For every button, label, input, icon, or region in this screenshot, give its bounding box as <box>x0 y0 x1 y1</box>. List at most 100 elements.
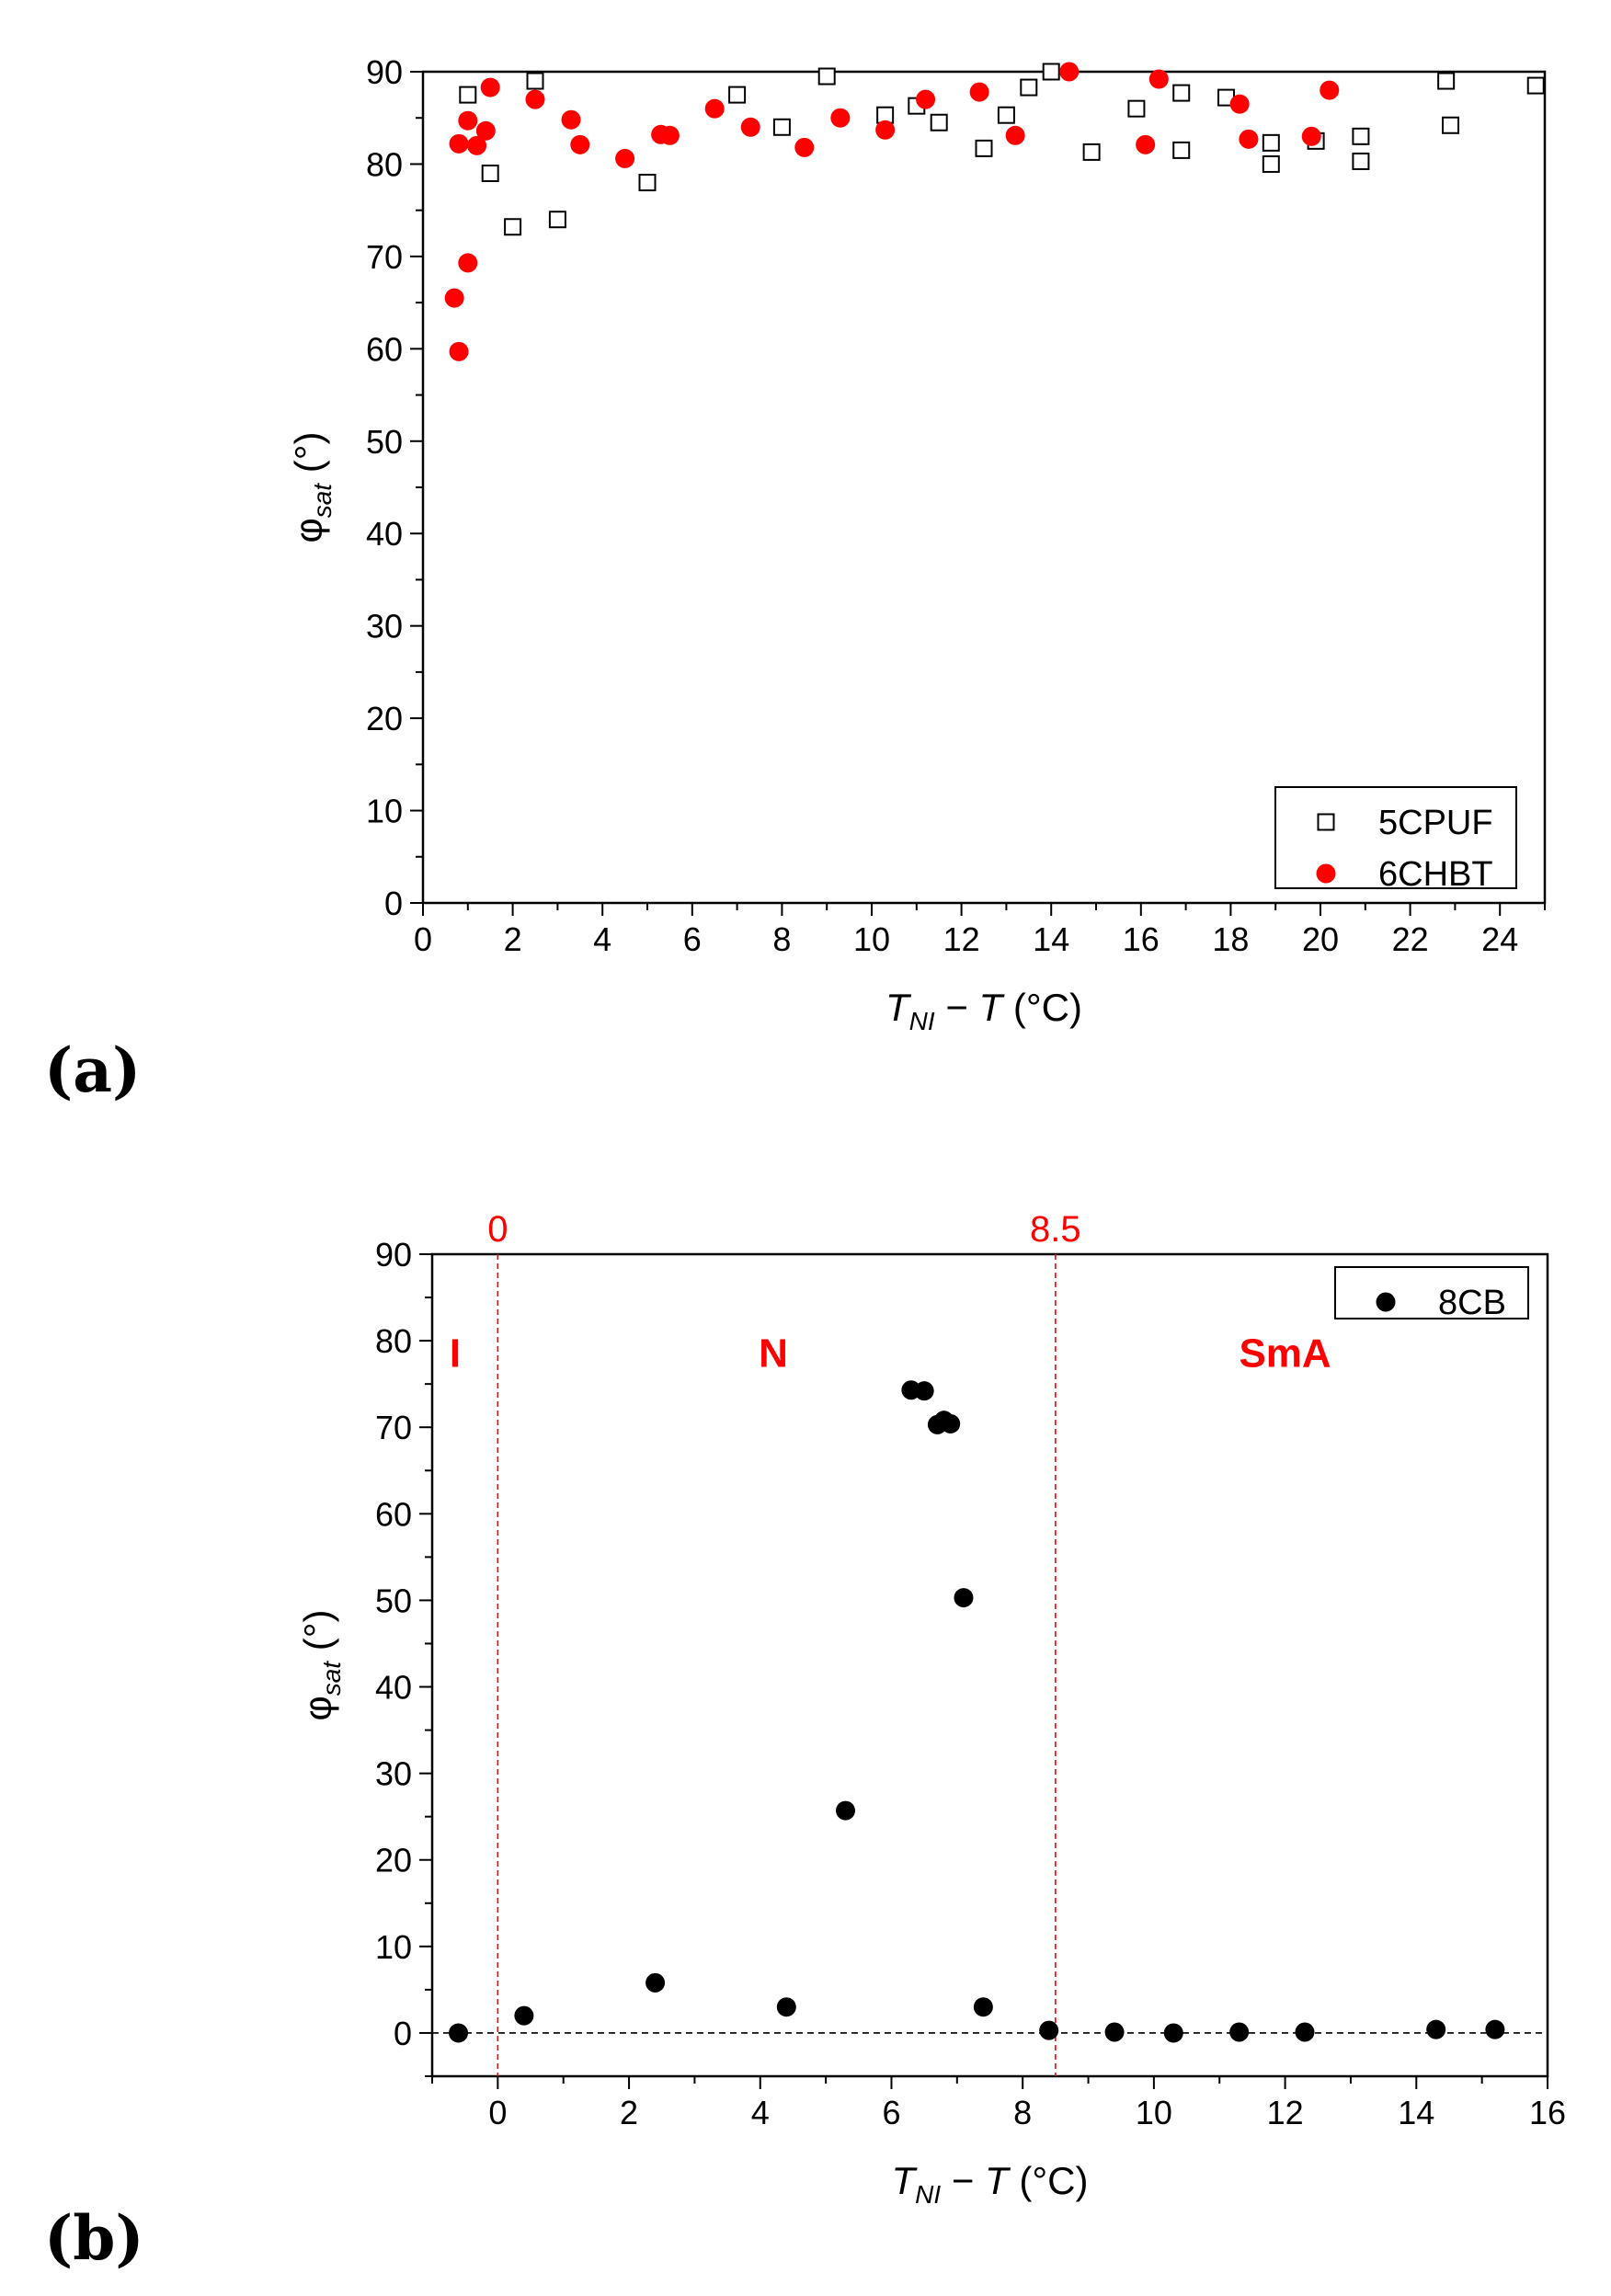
x-tick-label: 10 <box>1136 2094 1172 2131</box>
legend-marker <box>1317 813 1335 831</box>
data-point <box>1352 152 1370 170</box>
data-point <box>817 67 836 86</box>
y-tick-label: 60 <box>375 1495 412 1533</box>
plot-frame <box>430 1252 1549 2078</box>
data-point <box>997 106 1015 124</box>
chart-a: 0 2 4 6 8 10 12 14 16 18 20 22 240102030405060708090… <box>287 53 1547 1035</box>
x-axis-title: TNI − T (°C) <box>885 986 1082 1035</box>
panel-label-b: (b) <box>44 2202 144 2274</box>
data-point <box>1229 94 1250 114</box>
x-tick-label: 8 <box>772 920 791 958</box>
x-tick-label: 10 <box>853 920 890 958</box>
data-point <box>638 174 657 192</box>
x-tick-label: 24 <box>1481 920 1518 958</box>
y-tick-label: 80 <box>375 1322 412 1360</box>
x-tick-label: 2 <box>620 2094 638 2131</box>
data-point <box>1262 133 1280 152</box>
data-point <box>1426 2019 1446 2039</box>
chart-b: 0 2 4 6 8 10 12 14 16 0 10 20 30 40 50 60 70 80 90 TNI − T … <box>296 1209 1566 2209</box>
x-tick-label: 22 <box>1392 920 1429 958</box>
data-point <box>646 1972 666 1993</box>
data-point <box>1229 2022 1250 2042</box>
y-tick-label: 70 <box>375 1409 412 1446</box>
data-point <box>830 108 851 128</box>
data-point <box>481 164 499 182</box>
data-point <box>1442 116 1460 134</box>
data-point <box>916 89 936 109</box>
x-tick-label: 6 <box>882 2094 900 2131</box>
legend-label: 5CPUF <box>1378 804 1493 842</box>
x-tick-label: 2 <box>504 920 522 958</box>
y-tick-label: 50 <box>375 1582 412 1619</box>
y-tick-label: 40 <box>375 1669 412 1707</box>
data-point <box>467 135 487 155</box>
data-point <box>1136 134 1156 154</box>
data-point <box>740 117 760 137</box>
data-point <box>772 118 791 136</box>
y-tick-label: 70 <box>366 238 403 276</box>
data-point <box>1320 80 1340 100</box>
data-point <box>1059 62 1080 82</box>
data-point <box>973 1997 993 2017</box>
y-tick-label: 0 <box>394 2015 412 2052</box>
phase-label: I <box>450 1331 461 1376</box>
transition-label: 0 <box>487 1209 508 1250</box>
data-point <box>1172 84 1191 102</box>
data-point <box>449 2023 469 2043</box>
data-point <box>1485 2019 1505 2039</box>
x-tick-label: 12 <box>1267 2094 1304 2131</box>
data-point <box>514 2005 534 2026</box>
legend-label: 6CHBT <box>1378 855 1493 894</box>
data-point <box>1127 99 1146 118</box>
data-point <box>504 218 522 236</box>
data-point <box>480 77 500 97</box>
data-point <box>459 86 477 104</box>
data-point <box>570 134 590 154</box>
y-tick-label: 20 <box>366 700 403 737</box>
panel-label-a: (a) <box>44 1034 141 1106</box>
data-point <box>1295 2022 1315 2042</box>
data-point <box>444 288 464 308</box>
phase-label: N <box>759 1331 788 1376</box>
phase-label: SmA <box>1239 1331 1331 1376</box>
legend-box <box>1274 786 1517 889</box>
x-tick-label: 4 <box>593 920 611 958</box>
data-point <box>1239 129 1259 149</box>
y-tick-label: 20 <box>375 1842 412 1879</box>
y-tick-label: 40 <box>366 515 403 553</box>
plot-frame <box>421 70 1547 905</box>
data-point <box>458 110 478 131</box>
transition-label: 8.5 <box>1030 1209 1081 1250</box>
x-tick-label: 14 <box>1398 2094 1434 2131</box>
x-tick-label: 16 <box>1529 2094 1566 2131</box>
data-point <box>969 82 989 102</box>
y-tick-label: 30 <box>366 608 403 645</box>
data-point <box>1082 143 1101 161</box>
legend-label: 8CB <box>1438 1284 1506 1322</box>
y-tick-label: 30 <box>375 1755 412 1793</box>
y-tick-label: 60 <box>366 330 403 368</box>
x-axis-title: TNI − T (°C) <box>892 2159 1089 2209</box>
data-point <box>449 133 469 154</box>
data-point <box>525 89 545 109</box>
data-point <box>930 113 948 131</box>
data-point <box>561 109 581 130</box>
x-tick-label: 16 <box>1123 920 1160 958</box>
legend-marker <box>1316 863 1336 884</box>
data-point <box>1104 2022 1125 2042</box>
data-point <box>1526 76 1545 95</box>
y-axis-title: φsat (°) <box>296 1609 346 1720</box>
data-point <box>1042 63 1060 81</box>
x-tick-label: 14 <box>1033 920 1069 958</box>
data-point <box>1163 2023 1183 2043</box>
x-tick-label: 4 <box>751 2094 770 2131</box>
data-point <box>794 137 815 157</box>
data-point <box>526 72 544 90</box>
x-tick-label: 20 <box>1302 920 1339 958</box>
data-point <box>1301 126 1321 146</box>
x-tick-label: 8 <box>1013 2094 1032 2131</box>
data-point <box>836 1800 856 1821</box>
data-point <box>1262 154 1280 173</box>
data-point <box>954 1588 974 1608</box>
